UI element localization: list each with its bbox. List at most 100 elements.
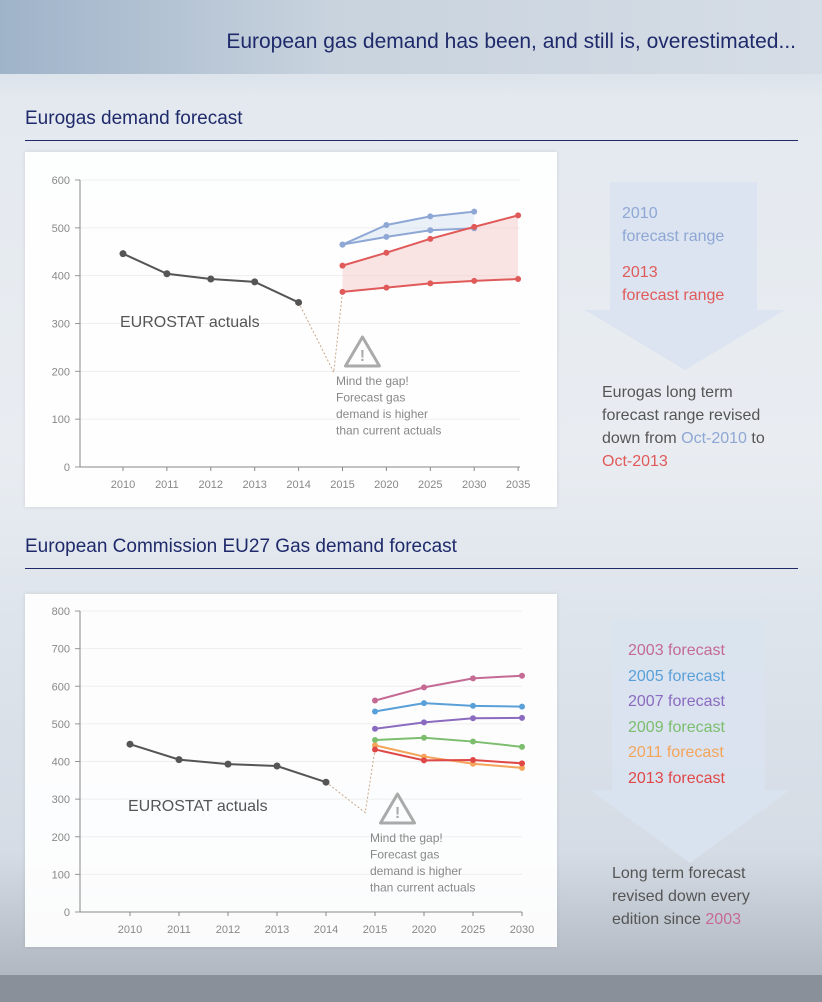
data-point	[427, 227, 434, 234]
legend-item: 2005 forecast	[628, 667, 725, 685]
data-point	[295, 298, 303, 306]
data-point	[519, 764, 525, 771]
gap-annotation: Mind the gap!	[370, 831, 443, 845]
data-point	[519, 672, 525, 679]
data-point	[372, 737, 378, 744]
data-point	[383, 233, 390, 240]
data-point	[126, 740, 134, 748]
y-tick-label: 400	[52, 271, 70, 283]
section-title-eurogas: Eurogas demand forecast	[25, 108, 243, 129]
y-tick-label: 0	[64, 907, 70, 919]
y-tick-label: 500	[52, 223, 70, 235]
series-line	[374, 744, 523, 769]
data-point	[383, 221, 390, 228]
x-tick-label: 2014	[286, 479, 310, 491]
data-point	[471, 208, 478, 215]
data-point	[372, 697, 378, 704]
data-point	[339, 262, 346, 269]
legend-2010: 2010 forecast range	[622, 205, 725, 245]
x-tick-label: 2010	[111, 479, 135, 491]
ec-chart: 0 100 200 300 400 500 600 700 800 2010 2011 2012 201…	[52, 606, 535, 936]
y-tick-label: 300	[52, 794, 70, 806]
data-point	[471, 223, 478, 230]
x-tick-label: 2015	[363, 924, 387, 936]
series-line	[342, 227, 475, 246]
legend-item: 2009 forecast	[628, 718, 725, 736]
series-line	[374, 674, 523, 702]
x-tick-label: 2030	[462, 479, 486, 491]
warning-icon-glyph: !	[360, 348, 365, 365]
x-tick-label: 2025	[461, 924, 485, 936]
data-point	[163, 270, 171, 278]
y-tick-label: 700	[52, 644, 70, 656]
x-tick-label: 2012	[199, 479, 223, 491]
data-point	[322, 778, 330, 786]
y-tick-label: 0	[64, 462, 70, 474]
x-tick-label: 2020	[374, 479, 398, 491]
footer-band	[0, 975, 822, 1002]
data-point	[515, 276, 522, 283]
gap-annotation: demand is higher	[336, 407, 428, 421]
data-point	[427, 280, 434, 287]
chart-panel-2: 0 100 200 300 400 500 600 700 800 2010 2011 2012 201…	[25, 594, 557, 947]
legend-item: 2003 forecast	[628, 642, 725, 659]
y-tick-label: 200	[52, 832, 70, 844]
chart-panel-1: 0 100 200 300 400 500 600 2010 2011 2012 2013 2014 2…	[25, 152, 557, 507]
x-tick-label: 2015	[330, 479, 354, 491]
series-line	[374, 748, 523, 765]
data-point	[119, 250, 127, 258]
divider	[25, 568, 798, 569]
data-point	[372, 742, 378, 749]
title-banner: European gas demand has been, and still …	[0, 0, 822, 74]
legend-item: 2013 forecast	[628, 769, 725, 787]
gap-annotation: Forecast gas	[336, 391, 405, 405]
legend-item: 2011 forecast	[628, 744, 724, 761]
forecast-range-area	[342, 215, 519, 292]
down-arrow-1	[585, 182, 785, 370]
data-point	[383, 249, 390, 256]
y-tick-label: 300	[52, 319, 70, 331]
gap-annotation: demand is higher	[370, 864, 462, 878]
data-point	[421, 757, 427, 764]
y-tick-label: 400	[52, 757, 70, 769]
data-point	[470, 756, 476, 763]
series-line	[374, 716, 523, 730]
gap-annotation: than current actuals	[370, 881, 475, 895]
x-tick-label: 2011	[167, 924, 191, 936]
data-point	[515, 212, 522, 219]
note-ec: Long term forecast revised down every edit…	[612, 865, 750, 928]
data-point	[471, 277, 478, 284]
data-point	[273, 762, 281, 770]
x-tick-label: 2014	[314, 924, 338, 936]
eurostat-actuals-label: EUROSTAT actuals	[128, 798, 268, 815]
data-point	[470, 702, 476, 709]
page-title: European gas demand has been, and still …	[226, 30, 796, 53]
data-point	[519, 703, 525, 710]
data-point	[470, 715, 476, 722]
data-point	[383, 284, 390, 291]
x-tick-label: 2013	[265, 924, 289, 936]
gap-indicator	[298, 291, 343, 375]
x-tick-label: 2035	[506, 479, 530, 491]
series-line	[342, 210, 475, 246]
data-point	[207, 275, 215, 283]
gap-annotation: Mind the gap!	[336, 374, 409, 388]
y-tick-label: 600	[52, 175, 70, 187]
forecast-range-area	[342, 211, 475, 245]
x-tick-label: 2012	[216, 924, 240, 936]
x-tick-label: 2020	[412, 924, 436, 936]
data-point	[427, 213, 434, 220]
x-tick-label: 2030	[510, 924, 534, 936]
eurostat-actuals-label: EUROSTAT actuals	[120, 314, 260, 331]
data-point	[470, 738, 476, 745]
y-tick-label: 600	[52, 681, 70, 693]
legend-ec: 2003 forecast 2005 forecast 2007 forecast 2…	[628, 638, 725, 791]
legend-2013: 2013 forecast range	[622, 264, 725, 304]
data-point	[339, 288, 346, 295]
warning-icon	[379, 792, 416, 825]
y-tick-label: 200	[52, 366, 70, 378]
gap-annotation: than current actuals	[336, 424, 441, 438]
data-point	[372, 725, 378, 732]
note-eurogas: Eurogas long term forecast range revised d…	[602, 384, 765, 470]
x-tick-label: 2011	[155, 479, 179, 491]
